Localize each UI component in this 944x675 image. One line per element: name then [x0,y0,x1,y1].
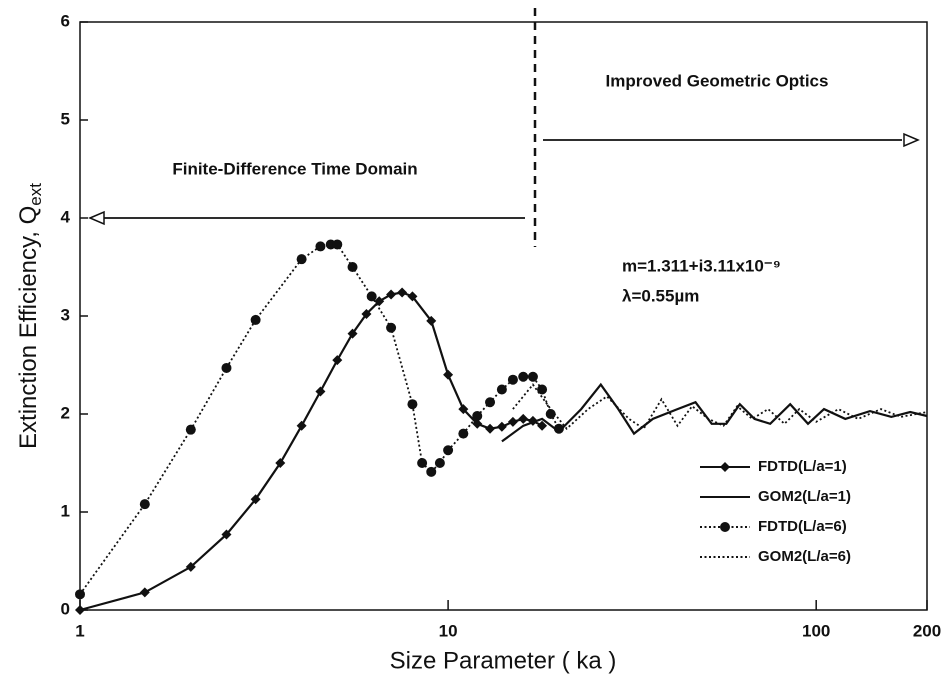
marker [507,374,518,385]
marker [185,561,196,572]
y-tick-label: 4 [61,207,71,226]
y-tick-label: 0 [61,599,70,618]
x-tick-label: 1 [75,621,84,640]
marker [185,424,196,435]
marker [296,254,307,265]
marker [472,410,483,421]
marker [496,421,507,432]
marker [720,522,730,532]
marker [553,423,564,434]
marker [417,458,428,468]
marker [250,314,261,325]
marker [485,397,496,408]
marker [315,386,326,397]
marker [527,371,538,382]
x-tick-label: 100 [802,621,830,640]
marker [296,420,307,431]
series-line [512,383,928,431]
marker [458,428,469,439]
legend-label: GOM2(L/a=6) [758,548,851,565]
arrow-head [88,210,105,226]
marker [518,371,529,382]
y-tick-label: 5 [61,109,70,128]
marker [397,287,408,298]
marker [75,605,85,615]
marker [139,499,150,510]
marker [458,404,469,415]
y-axis-label-sub: ext [26,183,45,206]
marker [221,362,232,373]
marker [443,369,454,380]
series-line [501,382,928,443]
annotation: m=1.311+i3.11x10⁻⁹ [622,256,781,275]
marker [518,413,529,424]
series-line [79,243,560,595]
legend-label: FDTD(L/a=6) [758,518,847,535]
marker [443,445,454,456]
annotation: Finite-Difference Time Domain [172,159,417,178]
x-tick-label: 10 [439,621,458,640]
marker [347,262,358,272]
annotation: Improved Geometric Optics [606,71,829,90]
marker [537,384,548,395]
marker [386,322,397,333]
marker [75,589,85,600]
x-axis-label: Size Parameter ( ka ) [390,647,617,674]
y-axis-label-text: Extinction Efficiency, Q [15,206,42,449]
marker [507,416,518,427]
marker [366,291,377,302]
marker [434,458,445,468]
marker [275,458,286,468]
arrow-head [903,132,920,148]
marker [545,409,556,419]
marker [332,355,343,366]
y-tick-label: 2 [61,403,70,422]
marker [720,462,730,472]
annotation: λ=0.55µm [622,286,699,305]
legend-label: FDTD(L/a=1) [758,458,847,475]
marker [386,289,397,300]
marker [426,466,437,477]
marker [537,420,548,431]
marker [315,241,326,252]
marker [426,315,437,326]
marker [250,494,261,505]
marker [485,423,496,434]
marker [361,309,372,320]
marker [139,587,150,598]
y-tick-label: 3 [61,305,70,324]
marker [221,529,232,540]
marker [407,291,418,302]
series-line [79,291,543,612]
marker [496,384,507,395]
marker [472,418,483,429]
marker [347,328,358,339]
y-tick-label: 6 [61,11,70,30]
y-tick-label: 1 [61,501,70,520]
x-tick-label: 200 [913,621,941,640]
y-axis-label: Extinction Efficiency, Qext [15,183,45,449]
legend-label: GOM2(L/a=1) [758,488,851,505]
marker [407,399,418,410]
marker [332,239,343,250]
